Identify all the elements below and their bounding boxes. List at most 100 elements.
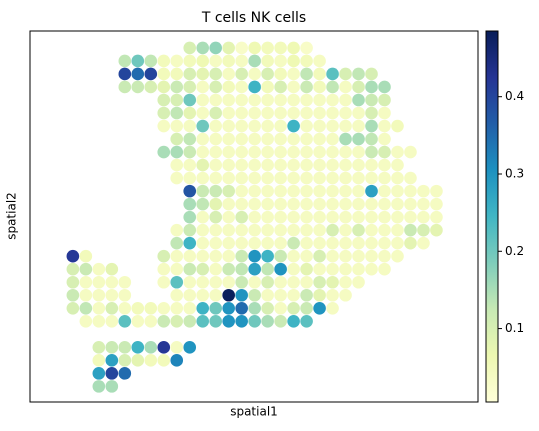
spot — [417, 210, 430, 224]
spot — [209, 262, 222, 276]
spot — [365, 132, 378, 146]
spot — [118, 288, 132, 302]
spot — [183, 93, 197, 107]
spot — [144, 301, 158, 315]
spot — [144, 341, 158, 354]
spot — [313, 301, 326, 315]
spot — [131, 80, 145, 94]
spot — [365, 262, 378, 276]
spot — [235, 145, 248, 159]
spot — [313, 119, 326, 133]
spot — [339, 67, 352, 81]
spot — [105, 380, 119, 393]
spot — [339, 249, 352, 263]
spot — [183, 210, 197, 224]
spot — [274, 262, 287, 276]
spot — [144, 354, 158, 367]
spot — [313, 184, 326, 198]
spot — [378, 93, 391, 107]
spot — [287, 80, 300, 94]
spot — [378, 158, 391, 172]
spot — [183, 54, 197, 68]
spot — [391, 236, 404, 250]
spot — [170, 119, 184, 133]
spot — [183, 341, 197, 354]
spot — [339, 119, 352, 133]
spot — [313, 236, 326, 250]
x-axis-label: spatial1 — [230, 405, 278, 419]
spot — [235, 54, 248, 68]
spot — [92, 380, 106, 393]
spot — [326, 262, 339, 276]
spot — [326, 106, 339, 120]
spot — [196, 223, 210, 237]
spot — [326, 288, 339, 302]
spot — [196, 158, 210, 172]
spot — [209, 67, 222, 81]
spot — [274, 132, 287, 146]
spot — [235, 171, 248, 185]
spot — [248, 41, 261, 55]
spot — [248, 54, 261, 68]
spot — [365, 67, 378, 81]
spot — [183, 275, 197, 289]
spot — [105, 341, 119, 354]
spot — [261, 80, 274, 94]
spot — [196, 249, 210, 263]
spot — [430, 184, 443, 198]
spot — [287, 197, 300, 211]
spot — [300, 301, 313, 315]
spot — [404, 197, 417, 211]
spot — [274, 249, 287, 263]
spot — [391, 210, 404, 224]
spot — [248, 171, 261, 185]
spot — [118, 367, 132, 380]
spot — [313, 54, 326, 68]
spot — [274, 210, 287, 224]
spot — [248, 197, 261, 211]
spot — [183, 314, 197, 328]
spot — [183, 171, 197, 185]
spot — [235, 158, 248, 172]
spot — [66, 301, 80, 315]
spot — [261, 145, 274, 159]
spot — [352, 275, 365, 289]
spot — [222, 132, 235, 146]
spot — [365, 249, 378, 263]
spot — [365, 171, 378, 185]
spot — [326, 249, 339, 263]
spot — [196, 275, 210, 289]
spot — [170, 262, 184, 276]
spot — [235, 236, 248, 250]
spot — [170, 158, 184, 172]
spot — [378, 184, 391, 198]
spot — [248, 288, 261, 302]
spot — [352, 80, 365, 94]
spot — [196, 184, 210, 198]
spot — [313, 210, 326, 224]
spot — [209, 80, 222, 94]
spot — [339, 184, 352, 198]
spot — [183, 67, 197, 81]
spot — [313, 223, 326, 237]
spot — [287, 119, 300, 133]
spot — [222, 41, 235, 55]
spot — [287, 171, 300, 185]
spot — [157, 54, 171, 68]
spot — [352, 210, 365, 224]
spot — [118, 354, 132, 367]
spot — [196, 54, 210, 68]
spot — [248, 223, 261, 237]
spot — [378, 210, 391, 224]
spot — [339, 132, 352, 146]
spot — [196, 106, 210, 120]
spot — [300, 275, 313, 289]
spot — [339, 158, 352, 172]
spot — [79, 249, 93, 263]
spot — [339, 93, 352, 107]
spot — [144, 314, 158, 328]
spot — [79, 288, 93, 302]
spot — [222, 54, 235, 68]
spot — [157, 341, 171, 354]
spot — [196, 210, 210, 224]
